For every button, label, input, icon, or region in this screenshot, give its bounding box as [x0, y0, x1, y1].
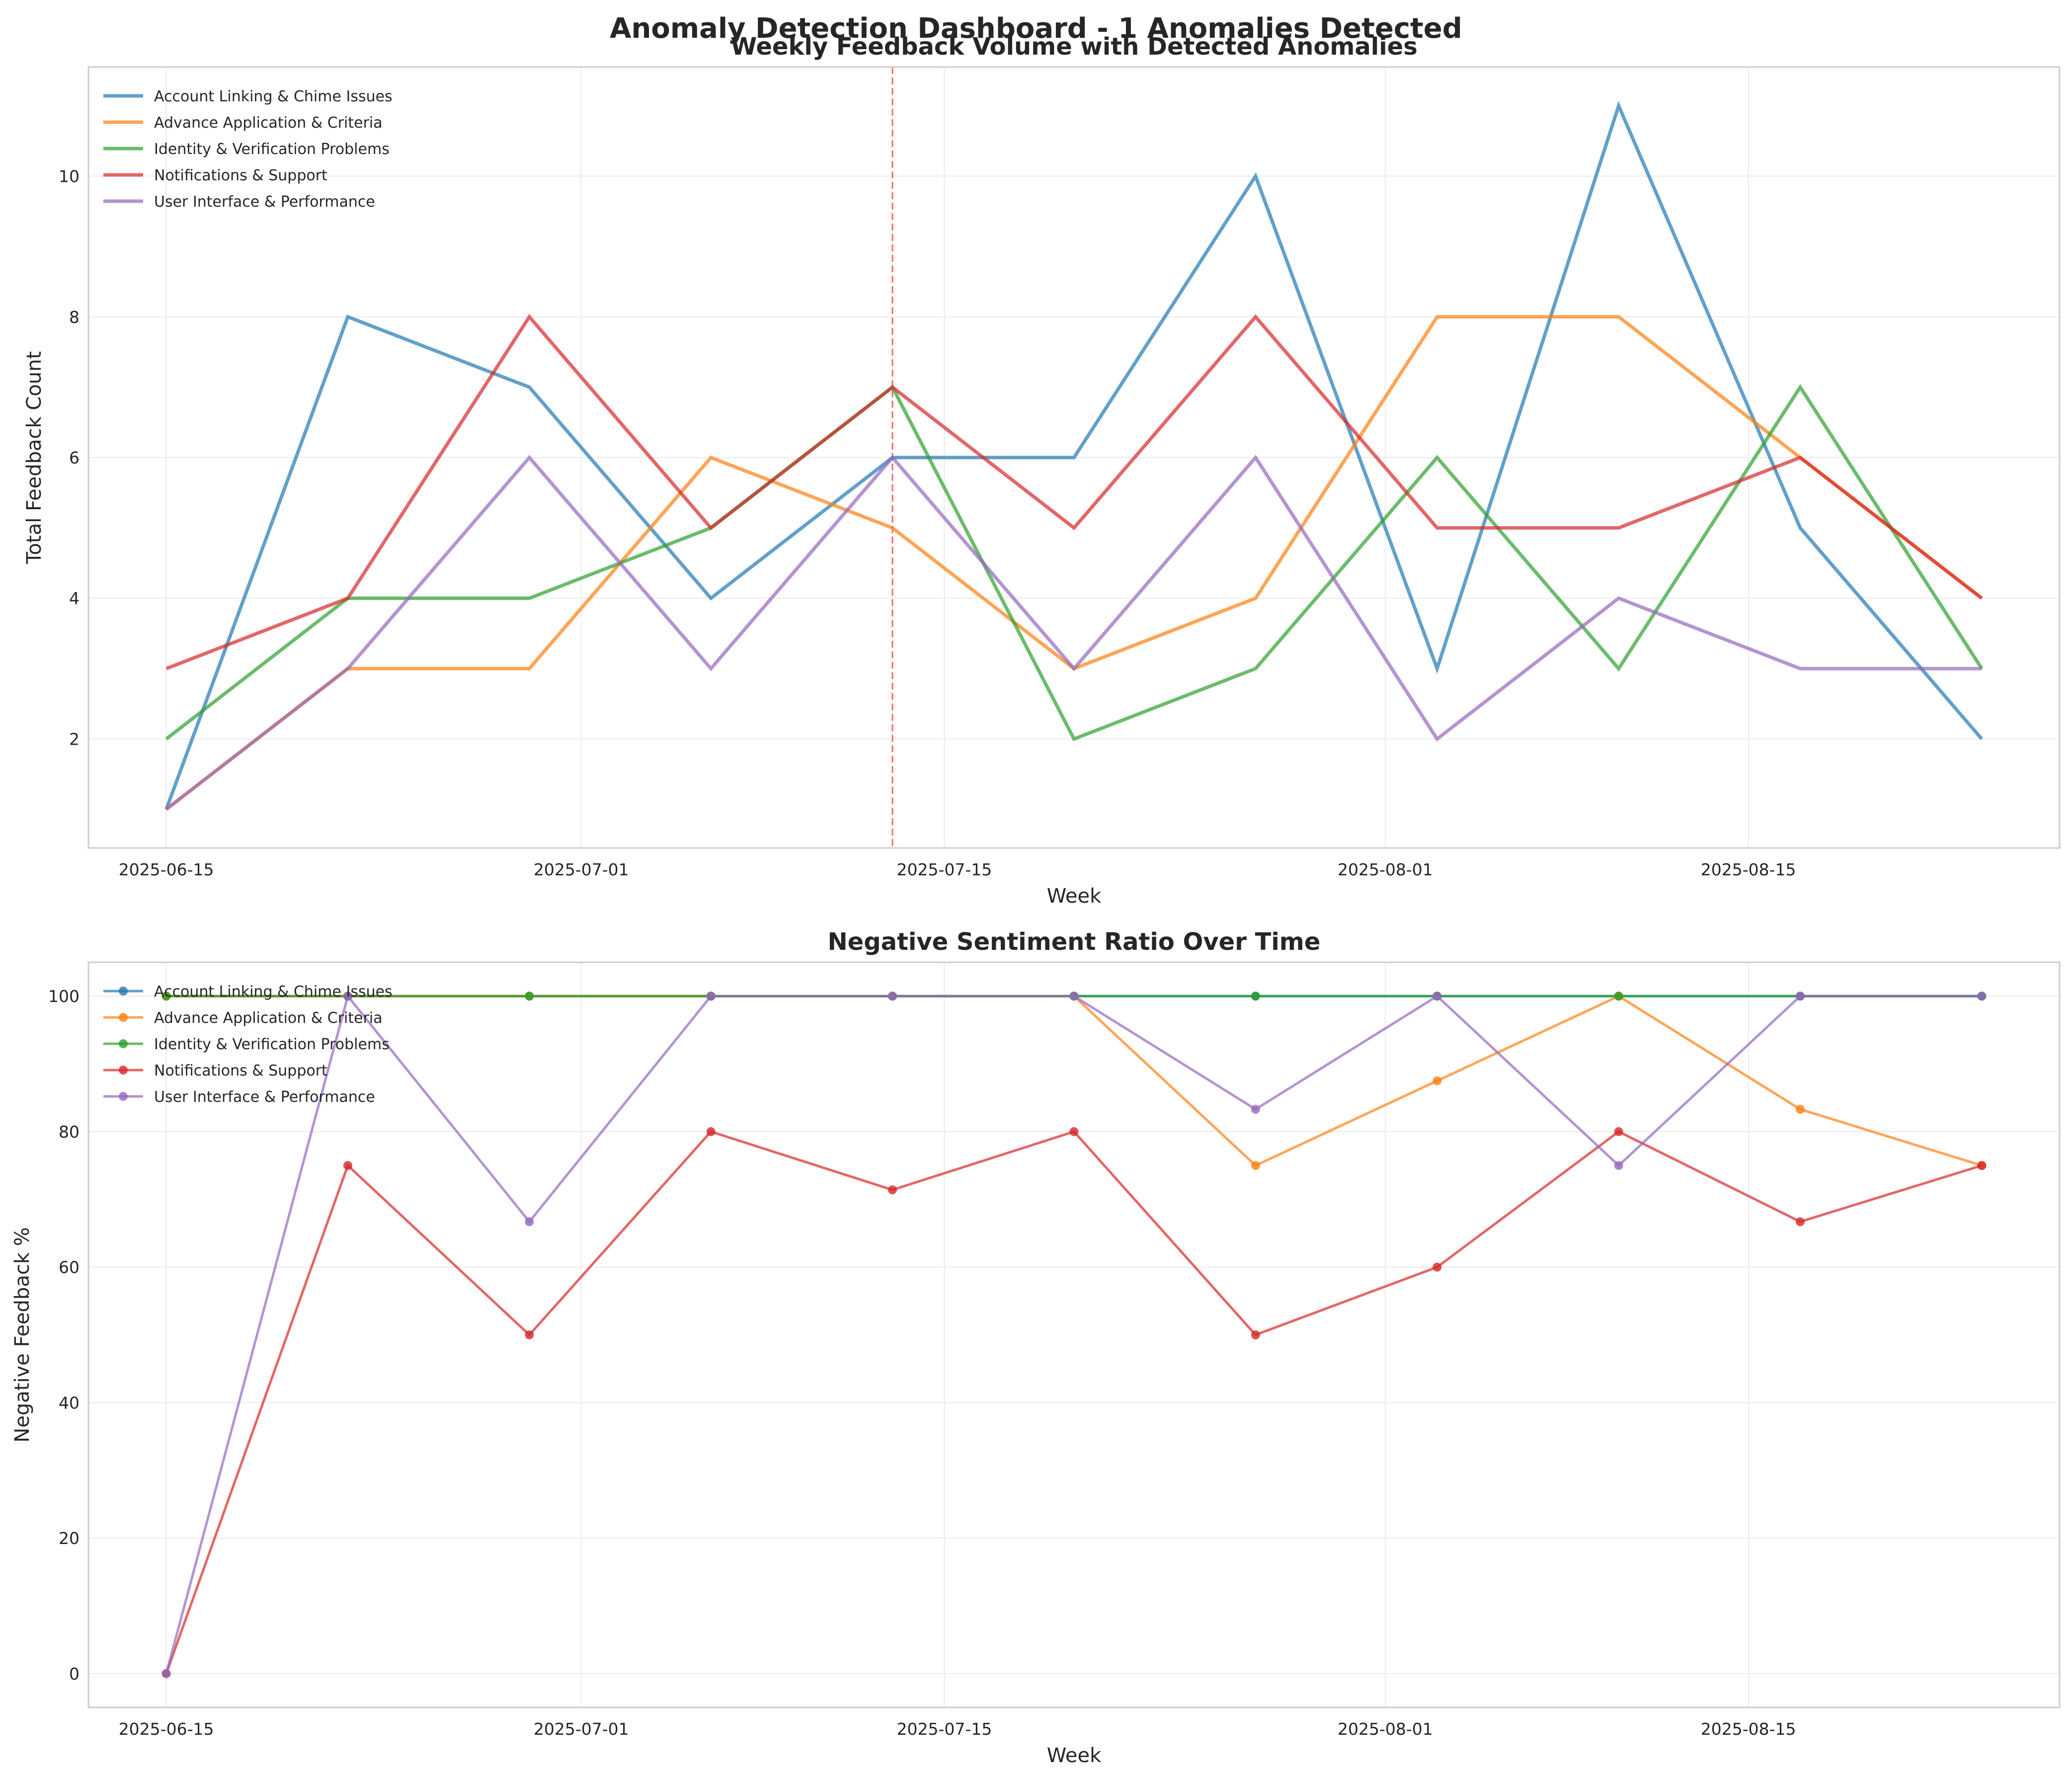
x-tick-label: 2025-06-15 — [119, 1719, 214, 1739]
x-tick-label: 2025-06-15 — [119, 860, 214, 879]
chart-title: Weekly Feedback Volume with Detected Ano… — [730, 33, 1418, 61]
data-point-user-interface-and-performance — [706, 992, 716, 1001]
legend-label: Identity & Verification Problems — [154, 141, 390, 158]
legend-marker — [119, 1092, 128, 1101]
plot-frame — [87, 66, 2061, 849]
data-point-identity-and-verification-problems — [525, 992, 534, 1001]
x-tick-label: 2025-07-15 — [897, 860, 992, 879]
legend-label: Notifications & Support — [154, 167, 327, 184]
data-point-notifications-and-support — [1977, 1161, 1987, 1170]
y-tick-label: 100 — [48, 987, 80, 1006]
x-tick-label: 2025-07-01 — [534, 1719, 629, 1739]
data-point-advance-application-and-criteria — [1796, 1104, 1805, 1114]
y-tick-label: 2 — [69, 729, 80, 749]
x-tick-label: 2025-08-01 — [1338, 860, 1433, 879]
chart-title: Negative Sentiment Ratio Over Time — [828, 928, 1321, 956]
data-point-user-interface-and-performance — [161, 1669, 171, 1678]
data-point-notifications-and-support — [1614, 1127, 1623, 1136]
y-axis-label: Total Feedback Count — [23, 351, 46, 564]
y-tick-label: 6 — [69, 448, 80, 467]
data-point-advance-application-and-criteria — [1433, 1076, 1442, 1085]
y-tick-label: 0 — [69, 1664, 80, 1684]
legend-label: Advance Application & Criteria — [154, 114, 383, 132]
data-point-notifications-and-support — [706, 1127, 716, 1136]
data-point-identity-and-verification-problems — [1614, 992, 1623, 1001]
data-point-notifications-and-support — [888, 1185, 897, 1195]
y-tick-label: 10 — [59, 167, 80, 186]
y-tick-label: 80 — [59, 1122, 80, 1142]
legend-marker — [119, 987, 128, 996]
x-tick-label: 2025-08-01 — [1338, 1719, 1433, 1739]
data-point-user-interface-and-performance — [1977, 992, 1987, 1001]
data-point-user-interface-and-performance — [1796, 992, 1805, 1001]
legend-marker — [119, 1039, 128, 1048]
y-tick-label: 40 — [59, 1393, 80, 1412]
x-tick-label: 2025-07-01 — [534, 860, 629, 879]
data-point-user-interface-and-performance — [1251, 1104, 1260, 1114]
data-point-user-interface-and-performance — [343, 992, 352, 1001]
legend-label: Advance Application & Criteria — [154, 1009, 383, 1027]
series-line-notifications-and-support — [165, 313, 1983, 671]
data-point-user-interface-and-performance — [1433, 992, 1442, 1001]
y-tick-label: 8 — [69, 308, 80, 327]
series-line-user-interface-and-performance — [165, 993, 1982, 1674]
legend-label: Account Linking & Chime Issues — [154, 88, 393, 105]
x-tick-label: 2025-08-15 — [1701, 1719, 1796, 1739]
data-point-identity-and-verification-problems — [161, 992, 171, 1001]
legend-label: Account Linking & Chime Issues — [154, 983, 393, 1001]
data-point-user-interface-and-performance — [525, 1217, 534, 1227]
data-point-notifications-and-support — [1069, 1127, 1079, 1136]
data-point-notifications-and-support — [1251, 1330, 1260, 1339]
negative-sentiment-chart: 2025-06-15 2025-07-01 2025-07-15 2025-08-01… — [11, 928, 2061, 1767]
y-tick-label: 60 — [59, 1258, 80, 1277]
legend-marker — [119, 1066, 128, 1075]
feedback-volume-chart: 2025-06-15 2025-07-01 2025-07-15 2025-08-01… — [23, 33, 2061, 908]
data-point-user-interface-and-performance — [888, 992, 897, 1001]
legend-marker — [119, 1013, 128, 1022]
data-point-notifications-and-support — [1796, 1217, 1805, 1227]
x-axis-label: Week — [1047, 885, 1102, 908]
data-point-advance-application-and-criteria — [1251, 1161, 1260, 1170]
dashboard-title: Anomaly Detection Dashboard - 1 Anomalie… — [610, 12, 1462, 45]
series-line-account-linking-and-chime-issues — [164, 100, 1984, 810]
data-point-user-interface-and-performance — [1069, 992, 1079, 1001]
plot-frame — [87, 961, 2061, 1708]
legend: Account Linking & Chime Issues Advance Ap… — [103, 88, 393, 211]
y-tick-label: 20 — [59, 1529, 80, 1548]
legend-label: User Interface & Performance — [154, 1088, 375, 1106]
data-point-user-interface-and-performance — [1614, 1161, 1623, 1170]
legend-label: User Interface & Performance — [154, 193, 375, 211]
data-point-notifications-and-support — [343, 1161, 352, 1170]
y-tick-label: 4 — [69, 589, 80, 608]
legend-label: Identity & Verification Problems — [154, 1036, 390, 1053]
x-axis-label: Week — [1047, 1744, 1102, 1767]
series-line-identity-and-verification-problems — [165, 384, 1984, 741]
series-line-user-interface-and-performance — [165, 455, 1982, 811]
data-point-identity-and-verification-problems — [1251, 992, 1260, 1001]
data-point-notifications-and-support — [1433, 1262, 1442, 1272]
legend: Account Linking & Chime Issues Advance Ap… — [103, 983, 393, 1106]
y-axis-label: Negative Feedback % — [11, 1227, 34, 1442]
data-point-notifications-and-support — [525, 1330, 534, 1339]
legend-label: Notifications & Support — [154, 1062, 327, 1080]
x-tick-label: 2025-07-15 — [897, 1719, 992, 1739]
x-tick-label: 2025-08-15 — [1701, 860, 1796, 879]
